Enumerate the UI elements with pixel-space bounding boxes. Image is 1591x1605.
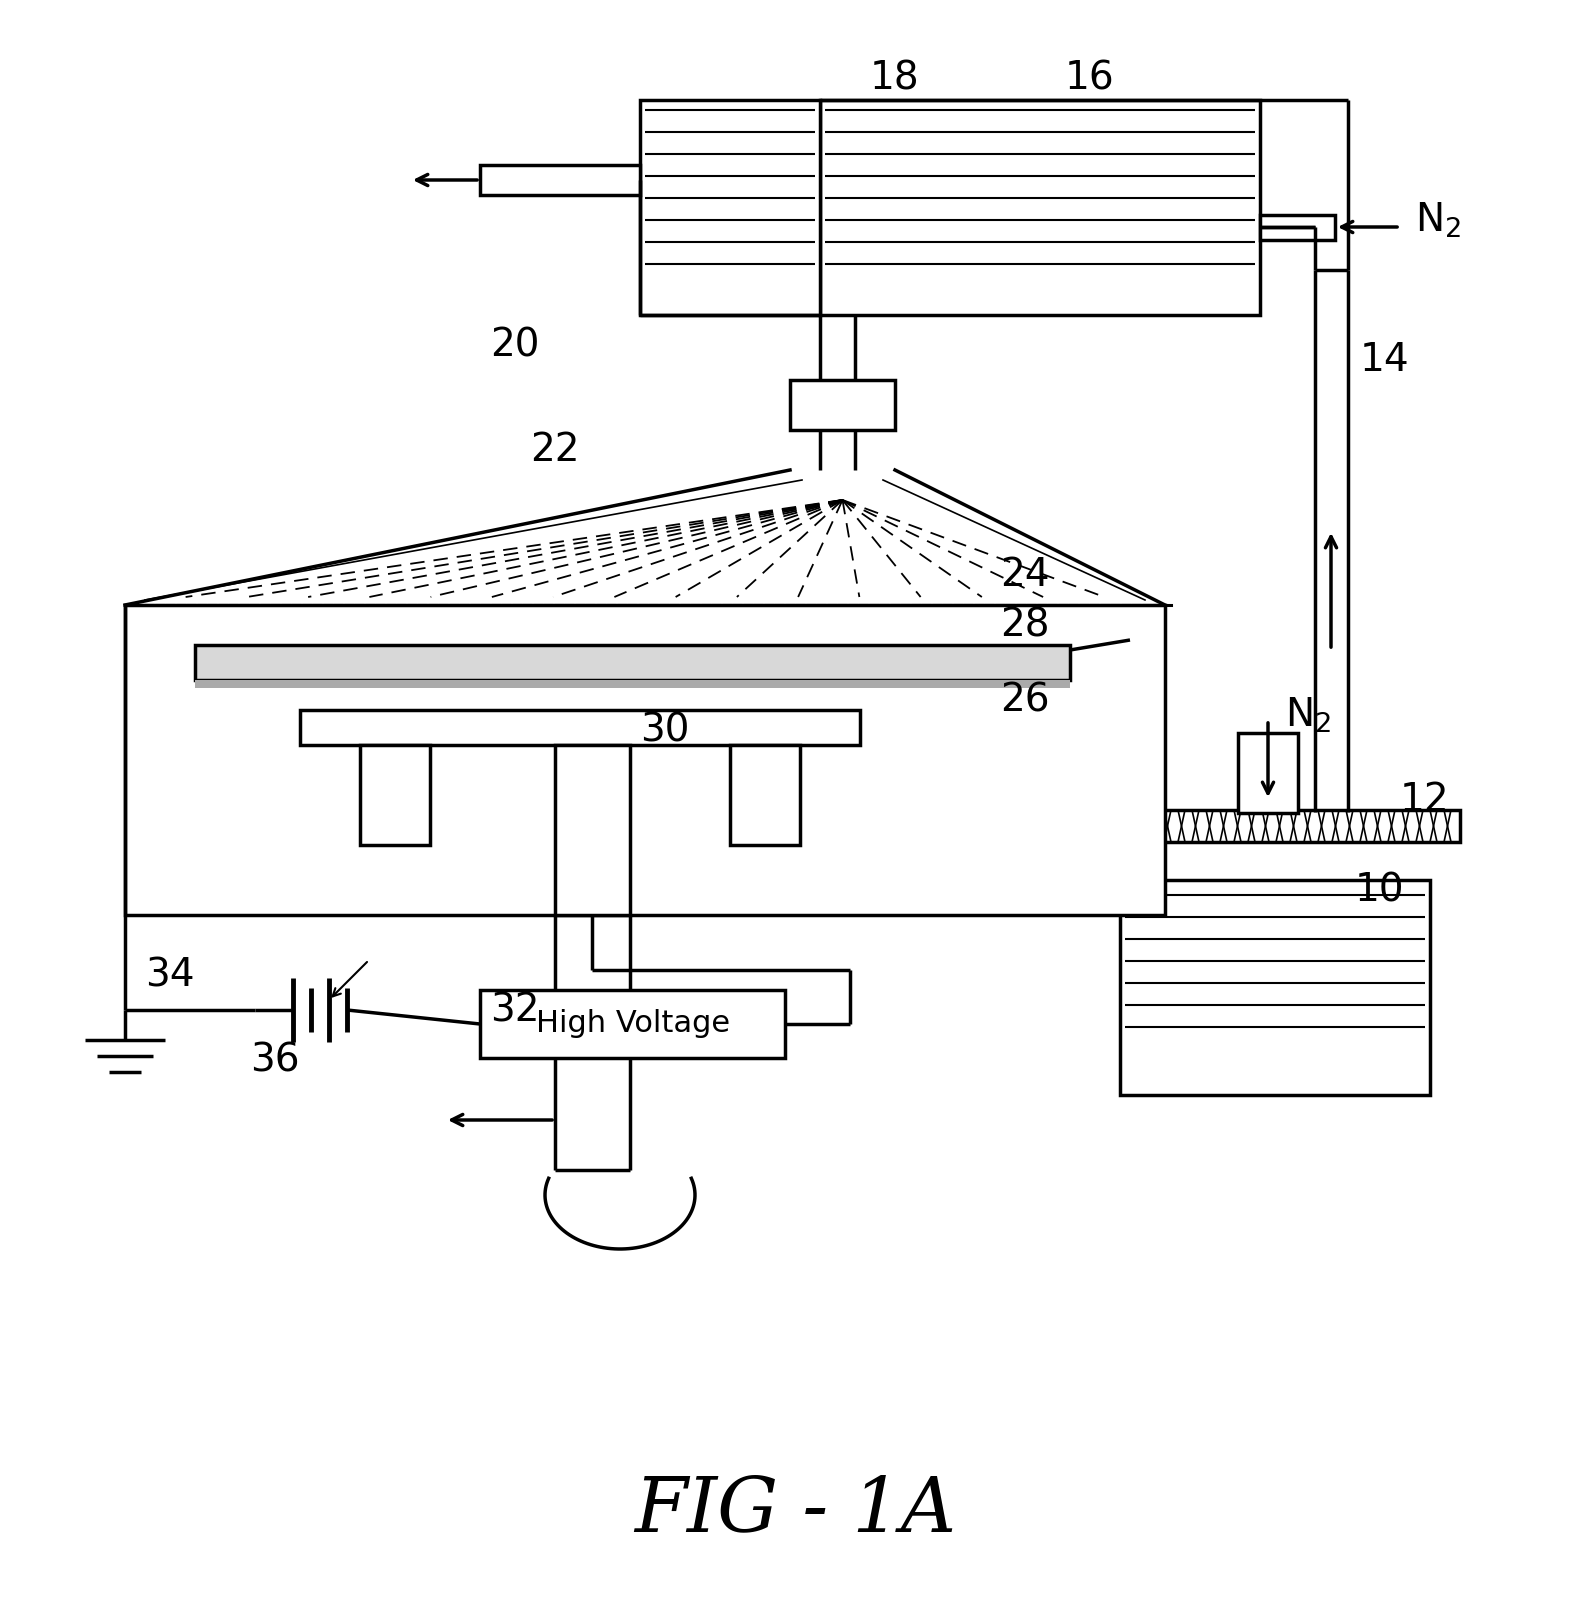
- Text: 16: 16: [1064, 59, 1115, 96]
- Text: FIG - 1A: FIG - 1A: [633, 1473, 956, 1547]
- Text: 22: 22: [530, 432, 579, 469]
- Text: 24: 24: [1001, 555, 1050, 594]
- Text: 10: 10: [1356, 872, 1405, 908]
- Bar: [126, 605, 1165, 915]
- Text: N$_2$: N$_2$: [1414, 201, 1461, 239]
- Bar: [640, 100, 819, 315]
- Bar: [730, 745, 800, 844]
- Bar: [1238, 733, 1298, 814]
- Bar: [555, 745, 630, 915]
- Bar: [791, 380, 896, 430]
- Text: N$_2$: N$_2$: [1286, 695, 1332, 735]
- Text: 36: 36: [250, 1042, 299, 1079]
- Text: 28: 28: [1001, 607, 1050, 644]
- Bar: [196, 681, 1071, 689]
- Text: 14: 14: [1360, 340, 1410, 379]
- Bar: [1076, 811, 1461, 843]
- Text: 12: 12: [1400, 782, 1449, 819]
- Text: 18: 18: [870, 59, 920, 96]
- Bar: [819, 100, 1260, 315]
- Text: High Voltage: High Voltage: [536, 1010, 730, 1038]
- Bar: [360, 745, 430, 844]
- Bar: [480, 990, 784, 1058]
- Bar: [1260, 215, 1335, 241]
- Text: 34: 34: [145, 957, 194, 993]
- Text: 32: 32: [490, 990, 539, 1029]
- Bar: [196, 645, 1071, 681]
- Bar: [301, 709, 861, 745]
- Text: 20: 20: [490, 326, 539, 364]
- Text: 26: 26: [1001, 681, 1050, 719]
- Bar: [480, 165, 640, 194]
- Bar: [1120, 880, 1430, 1095]
- Text: 30: 30: [640, 711, 689, 750]
